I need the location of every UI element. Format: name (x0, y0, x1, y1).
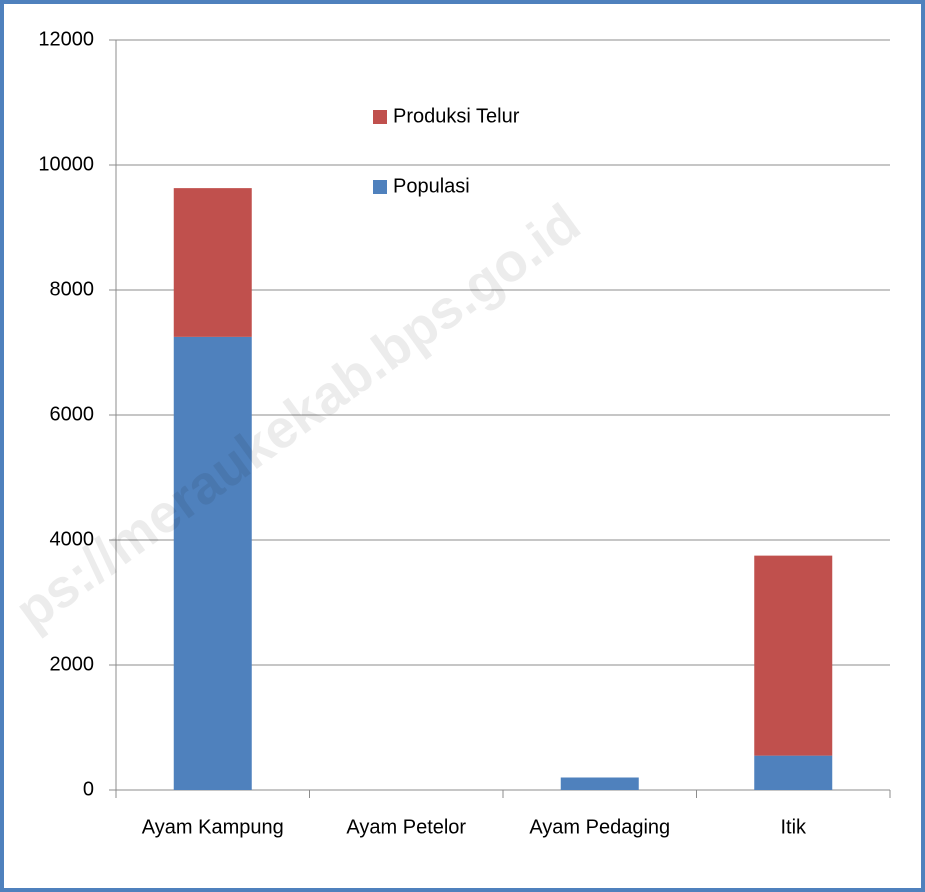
legend-label: Populasi (393, 175, 470, 197)
y-tick-label: 4000 (50, 528, 95, 550)
y-tick-label: 2000 (50, 653, 95, 675)
x-tick-label: Ayam Kampung (142, 816, 284, 838)
bar-segment (754, 755, 833, 790)
y-tick-label: 6000 (50, 403, 95, 425)
x-tick-label: Itik (780, 816, 807, 838)
y-tick-label: 10000 (38, 153, 94, 175)
bar-segment (560, 777, 639, 790)
x-tick-label: Ayam Pedaging (529, 816, 670, 838)
legend-swatch (373, 180, 387, 194)
x-tick-label: Ayam Petelor (346, 816, 466, 838)
bar-segment (173, 188, 252, 337)
bar-segment (173, 336, 252, 790)
y-tick-label: 8000 (50, 278, 95, 300)
y-tick-label: 12000 (38, 28, 94, 50)
bar-segment (754, 555, 833, 756)
y-tick-label: 0 (83, 778, 94, 800)
legend-label: Produksi Telur (393, 105, 520, 127)
legend-swatch (373, 110, 387, 124)
